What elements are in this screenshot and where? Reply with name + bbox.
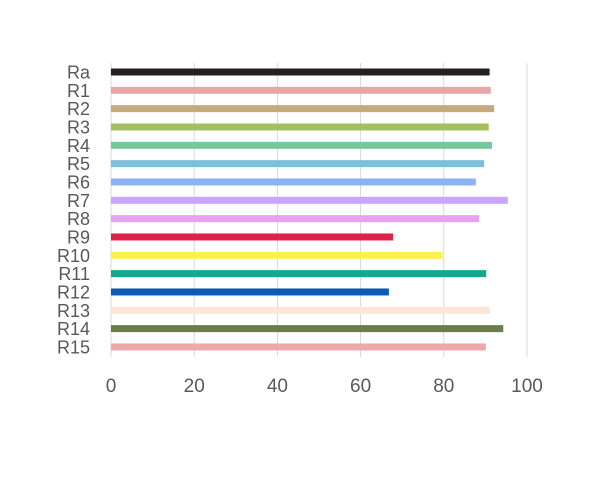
x-tick-labels: 0 20 40 60 80 100 <box>106 376 543 397</box>
bar-r4 <box>111 141 493 149</box>
bar-r9 <box>111 233 394 241</box>
x-tick-label: 20 <box>184 376 205 397</box>
category-label-r15: R15 <box>57 337 90 357</box>
category-label-r2: R2 <box>67 99 90 119</box>
bars <box>111 68 508 351</box>
category-label-r7: R7 <box>67 191 90 211</box>
category-label-r10: R10 <box>57 246 90 266</box>
bar-r12 <box>111 288 389 296</box>
bar-r2 <box>111 105 495 113</box>
x-tick-label: 40 <box>267 376 288 397</box>
category-label-r9: R9 <box>67 227 90 247</box>
category-label-r11: R11 <box>58 264 90 284</box>
x-tick-label: 60 <box>350 376 371 397</box>
category-label-r5: R5 <box>67 154 90 174</box>
bar-r1 <box>111 86 491 94</box>
category-label-r3: R3 <box>67 117 90 137</box>
category-label-ra: Ra <box>67 63 91 83</box>
bar-r3 <box>111 123 489 131</box>
category-label-r4: R4 <box>67 136 90 156</box>
category-label-r8: R8 <box>67 209 90 229</box>
x-tick-label: 100 <box>511 376 543 397</box>
bar-r11 <box>111 270 487 278</box>
bar-r15 <box>111 343 486 351</box>
category-label-r1: R1 <box>67 81 90 101</box>
x-tick-label: 80 <box>433 376 454 397</box>
category-label-r6: R6 <box>67 172 90 192</box>
bar-r14 <box>111 325 504 333</box>
bar-ra <box>111 68 490 76</box>
category-label-r13: R13 <box>57 301 90 321</box>
x-tick-label: 0 <box>106 376 117 397</box>
category-label-r14: R14 <box>57 319 90 339</box>
bar-r13 <box>111 306 490 314</box>
bar-r5 <box>111 160 485 168</box>
bar-r8 <box>111 215 480 223</box>
bar-r7 <box>111 196 508 204</box>
category-label-r12: R12 <box>57 282 90 302</box>
bar-r6 <box>111 178 476 186</box>
bar-r10 <box>111 251 443 259</box>
